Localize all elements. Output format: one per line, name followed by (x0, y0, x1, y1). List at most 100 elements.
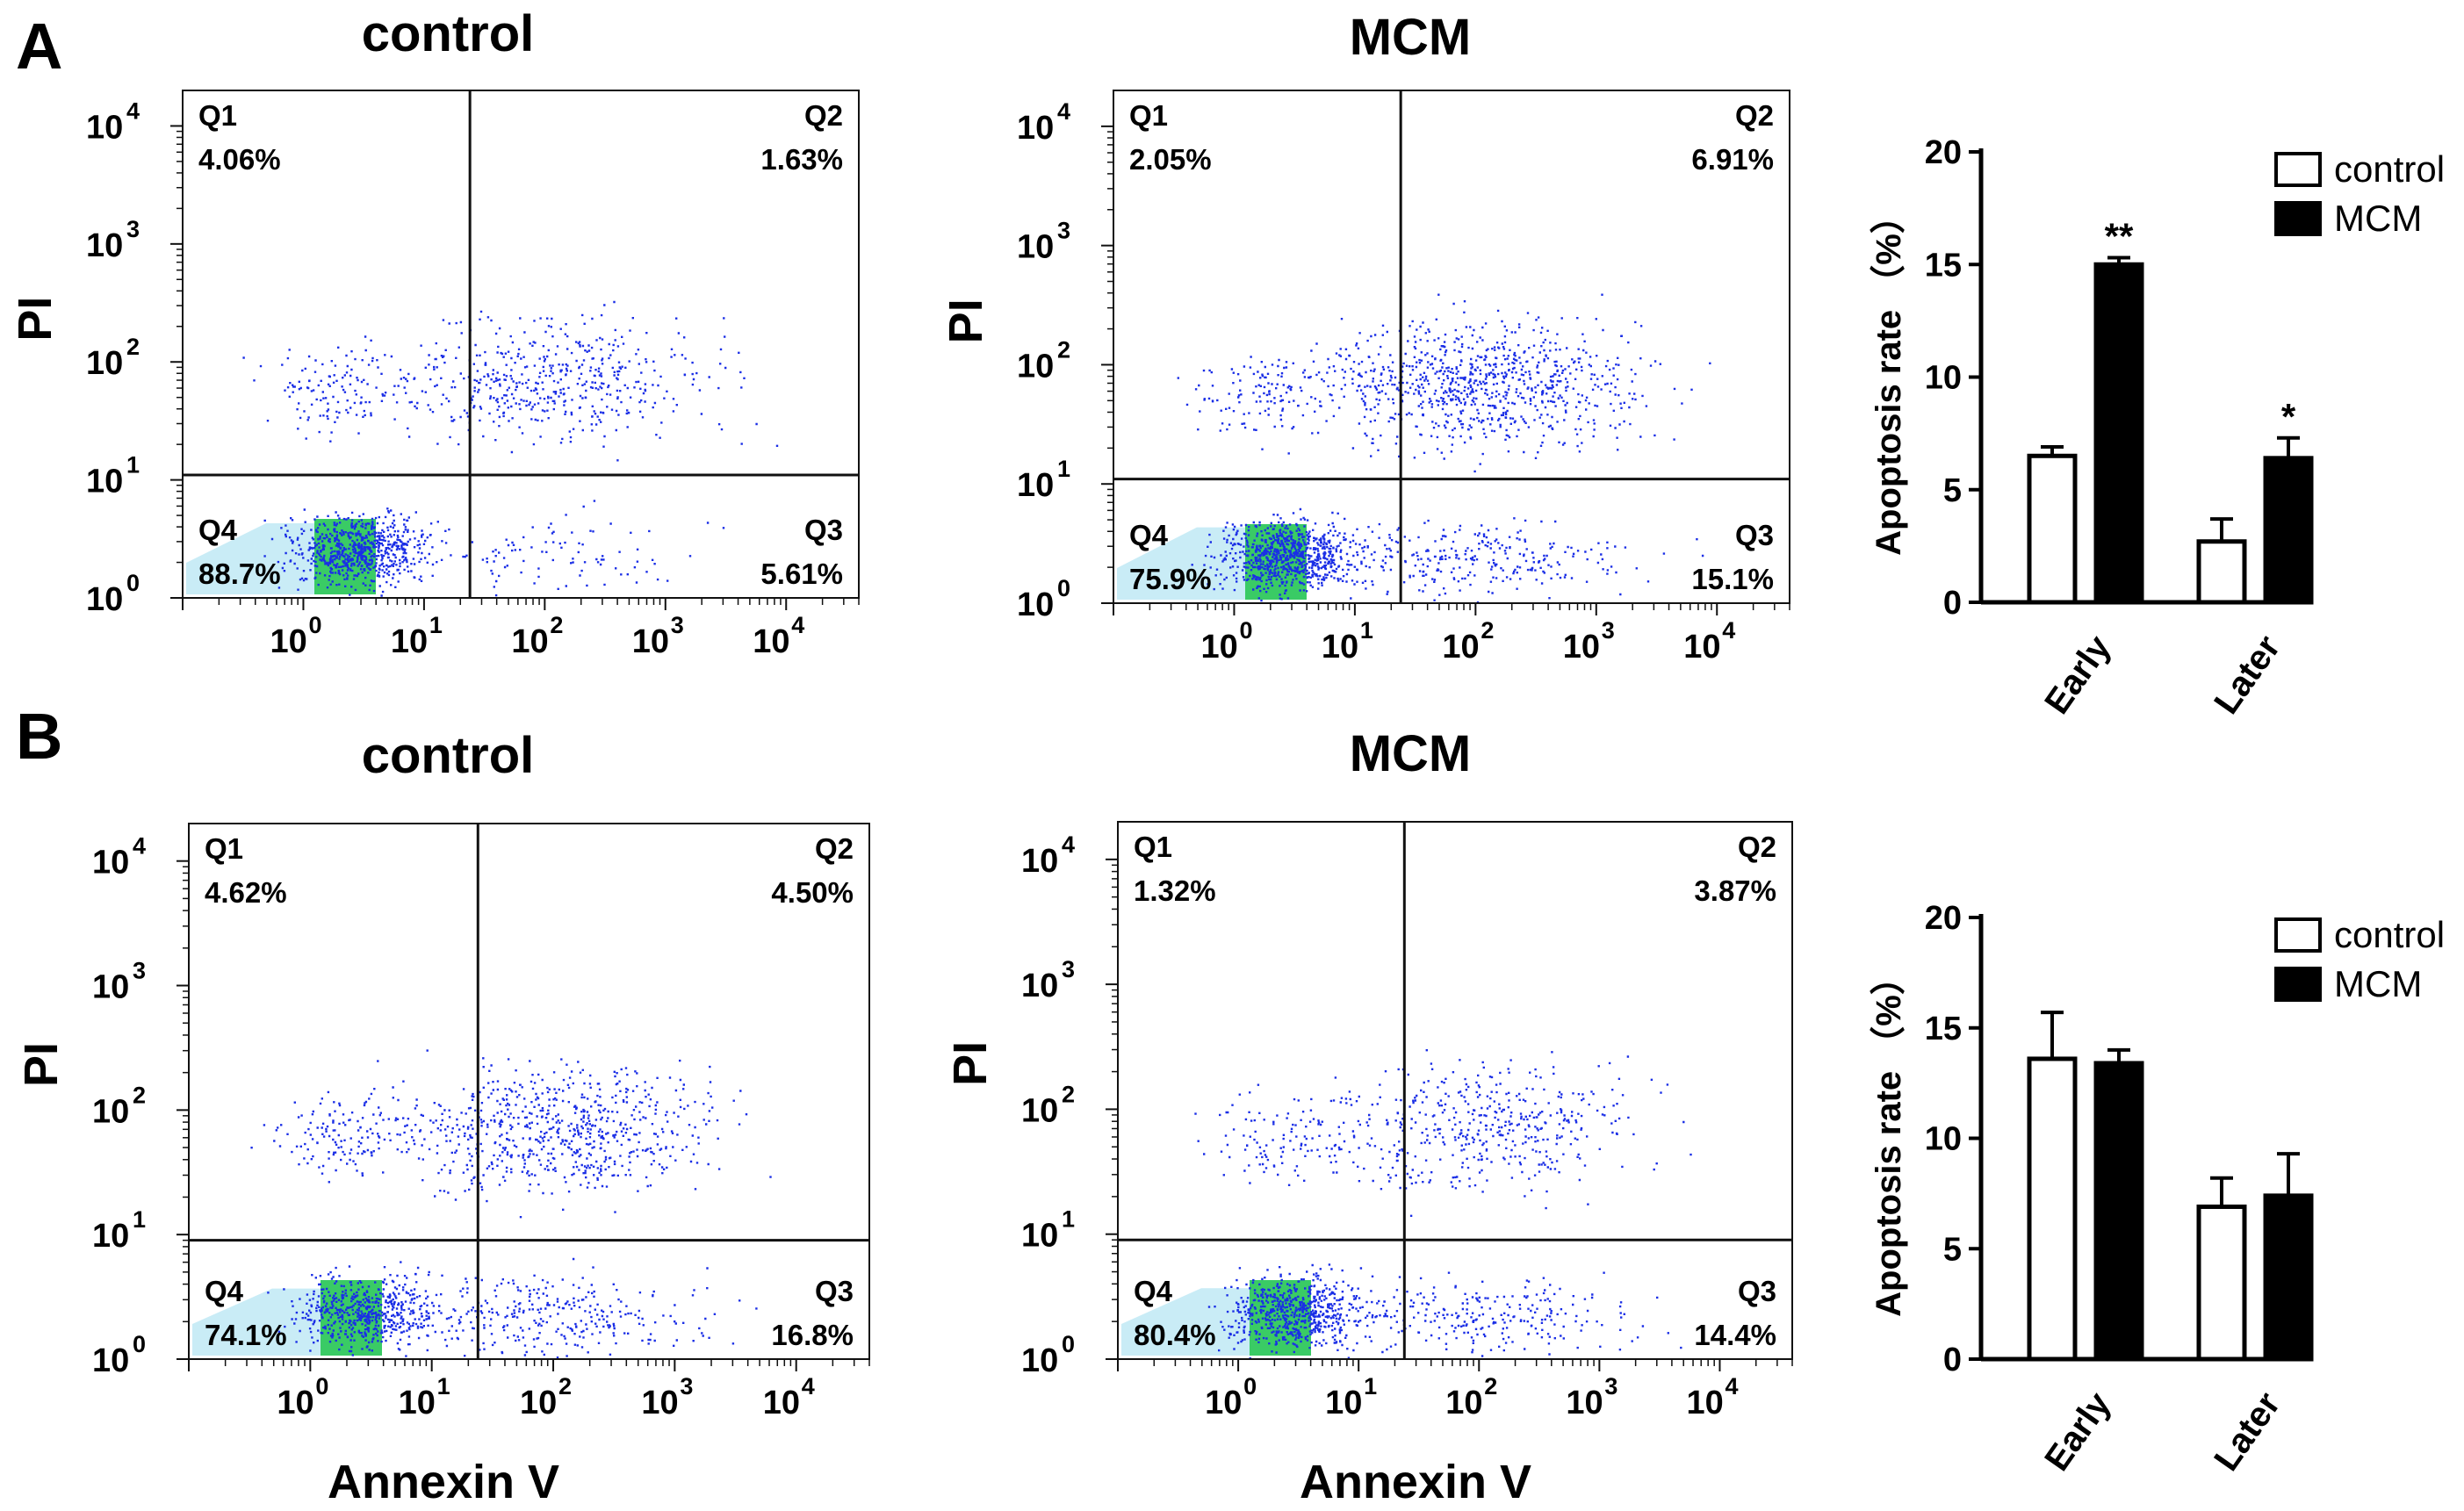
x-tick-label: 10 (277, 1385, 313, 1421)
x-tick-exponent: 0 (315, 1373, 328, 1399)
quadrant-name-q3: Q3 (804, 514, 843, 546)
legend-label-control: control (2334, 148, 2445, 190)
quadrant-name-q3: Q3 (1738, 1275, 1776, 1307)
q3-cluster (1275, 517, 1704, 604)
x-category-label-early: Early (2037, 1385, 2119, 1478)
x-tick-exponent: 0 (1239, 617, 1252, 644)
quadrant-value-q4: 80.4% (1134, 1319, 1216, 1351)
dot-path (372, 500, 725, 597)
bar-y-axis-label: Apoptosis rate （%） (1870, 960, 1908, 1317)
x-tick-label: 10 (1566, 1385, 1603, 1421)
quadrant-value-q1: 2.05% (1129, 143, 1212, 176)
quadrant-name-q2: Q2 (815, 832, 854, 865)
y-tick-exponent: 1 (133, 1206, 146, 1233)
y-tick-exponent: 1 (126, 452, 140, 478)
y-tick-exponent: 0 (133, 1331, 146, 1357)
bar-y-tick-label: 5 (1943, 1231, 1962, 1268)
y-tick-exponent: 3 (1057, 218, 1070, 244)
quadrant-value-q3: 16.8% (771, 1319, 854, 1351)
q4-background-cloud (1117, 527, 1245, 600)
x-tick-exponent: 2 (1484, 1373, 1497, 1399)
x-category-label-later: Later (2207, 629, 2287, 721)
plot-title: MCM (1350, 9, 1472, 66)
panel-letter-a: A (16, 10, 62, 83)
dot-path (1257, 1049, 1692, 1217)
quadrant-name-q4: Q4 (1134, 1275, 1173, 1307)
q4-cluster (1207, 1263, 1388, 1360)
y-tick-exponent: 2 (1062, 1081, 1075, 1107)
q4-cluster (1191, 507, 1399, 602)
quadrant-name-q1: Q1 (1134, 831, 1172, 863)
dot-path (1275, 293, 1711, 473)
dot-path (242, 335, 432, 443)
quadrant-name-q3: Q3 (1735, 519, 1774, 551)
plot-frame (182, 90, 860, 599)
event-dots (186, 300, 779, 597)
y-tick-label: 10 (86, 227, 123, 264)
y-tick-exponent: 4 (126, 97, 140, 124)
quadrant-name-q4: Q4 (1129, 519, 1169, 551)
y-tick-exponent: 2 (133, 1082, 146, 1108)
y-axis-label: PI (940, 299, 992, 343)
y-tick-exponent: 2 (1057, 336, 1070, 363)
bar-mcm-early (2093, 262, 2144, 605)
q4-cluster (267, 1261, 455, 1357)
y-tick-label: 10 (1017, 348, 1054, 385)
x-tick-label: 10 (1205, 1385, 1242, 1421)
x-tick-exponent: 1 (1360, 617, 1373, 644)
bar-y-tick-label: 10 (1925, 360, 1962, 397)
quadrant-value-q1: 4.06% (198, 143, 281, 176)
q4-background-cloud (186, 523, 314, 594)
x-tick-exponent: 4 (791, 612, 804, 638)
quadrant-value-q4: 88.7% (198, 558, 281, 590)
y-tick-exponent: 4 (1057, 98, 1070, 125)
legend-swatch-control (2274, 152, 2322, 187)
bar-control-early (2027, 453, 2078, 605)
y-tick-label: 10 (1017, 229, 1054, 266)
x-tick-label: 10 (1445, 1385, 1482, 1421)
quadrant-name-q2: Q2 (1738, 831, 1776, 863)
y-tick-label: 10 (1017, 110, 1054, 147)
event-dots (1117, 293, 1711, 604)
x-tick-exponent: 4 (1725, 1373, 1738, 1399)
legend: control MCM (2274, 148, 2445, 239)
y-tick-label: 10 (1021, 1218, 1058, 1255)
bar-y-tick-label: 0 (1943, 1342, 1962, 1378)
significance-mark: * (2281, 396, 2296, 437)
x-tick-label: 10 (399, 1385, 436, 1421)
y-tick-exponent: 0 (126, 570, 140, 596)
y-tick-label: 10 (92, 1342, 129, 1379)
quadrant-name-q4: Q4 (205, 1275, 244, 1307)
x-category-label-early: Early (2037, 628, 2119, 721)
x-tick-exponent: 0 (1243, 1373, 1257, 1399)
y-tick-label: 10 (1021, 968, 1058, 1004)
y-tick-label: 10 (1017, 467, 1054, 504)
x-tick-exponent: 1 (437, 1373, 450, 1399)
y-tick-label: 10 (86, 109, 123, 146)
y-tick-label: 10 (86, 345, 123, 382)
bar-control-later (2196, 539, 2247, 605)
quadrant-value-q2: 6.91% (1691, 143, 1774, 176)
quadrant-name-q2: Q2 (804, 99, 843, 132)
x-tick-exponent: 3 (1602, 617, 1615, 644)
y-tick-exponent: 3 (126, 216, 140, 242)
plot-frame (1117, 821, 1793, 1360)
quadrant-name-q4: Q4 (198, 514, 238, 546)
y-tick-exponent: 4 (133, 833, 146, 860)
legend-label-mcm: MCM (2334, 198, 2422, 239)
event-dots (192, 1049, 772, 1359)
y-tick-label: 10 (86, 464, 123, 500)
y-tick-label: 10 (1021, 1342, 1058, 1379)
dot-path (1177, 354, 1369, 455)
plot-title: control (362, 5, 535, 62)
x-axis-label-b-mcm: Annexin V (1300, 1456, 1531, 1508)
legend-label-mcm: MCM (2334, 963, 2422, 1004)
x-tick-label: 10 (1325, 1385, 1362, 1421)
y-tick-exponent: 0 (1062, 1331, 1075, 1357)
dot-path (1194, 1091, 1384, 1186)
x-tick-label: 10 (391, 623, 428, 660)
